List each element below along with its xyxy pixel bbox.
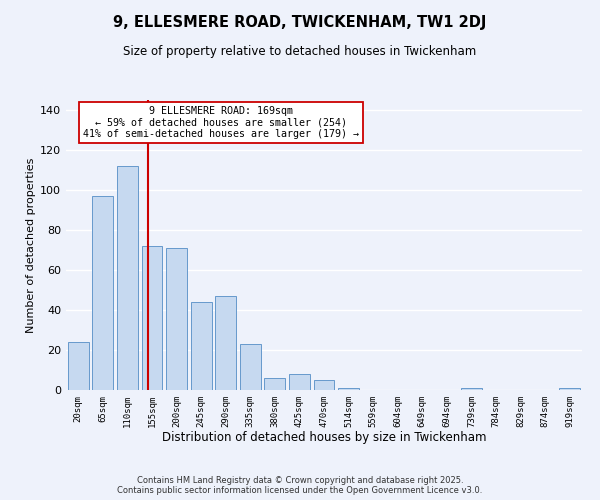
Bar — [191, 302, 212, 390]
Bar — [142, 246, 163, 390]
Bar — [240, 344, 261, 390]
Bar — [117, 166, 138, 390]
Bar — [92, 196, 113, 390]
Bar — [215, 296, 236, 390]
Bar — [338, 388, 359, 390]
Text: 9, ELLESMERE ROAD, TWICKENHAM, TW1 2DJ: 9, ELLESMERE ROAD, TWICKENHAM, TW1 2DJ — [113, 15, 487, 30]
Bar — [461, 388, 482, 390]
Bar — [314, 380, 334, 390]
Bar — [68, 342, 89, 390]
Text: 9 ELLESMERE ROAD: 169sqm
← 59% of detached houses are smaller (254)
41% of semi-: 9 ELLESMERE ROAD: 169sqm ← 59% of detach… — [83, 106, 359, 139]
Bar — [559, 388, 580, 390]
Text: Contains HM Land Registry data © Crown copyright and database right 2025.
Contai: Contains HM Land Registry data © Crown c… — [118, 476, 482, 495]
Text: Size of property relative to detached houses in Twickenham: Size of property relative to detached ho… — [124, 45, 476, 58]
Y-axis label: Number of detached properties: Number of detached properties — [26, 158, 36, 332]
X-axis label: Distribution of detached houses by size in Twickenham: Distribution of detached houses by size … — [162, 432, 486, 444]
Bar — [289, 374, 310, 390]
Bar — [265, 378, 286, 390]
Bar — [166, 248, 187, 390]
